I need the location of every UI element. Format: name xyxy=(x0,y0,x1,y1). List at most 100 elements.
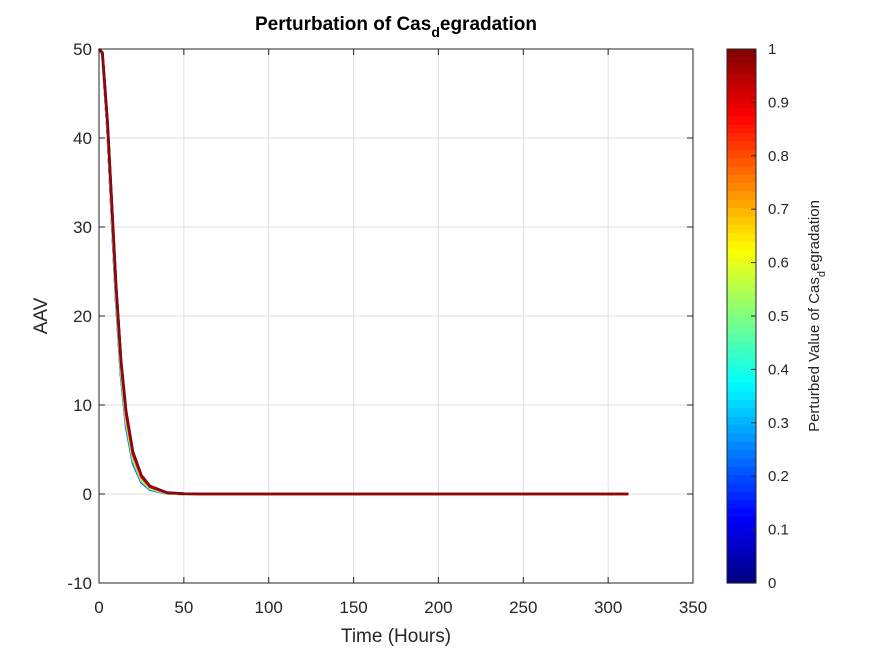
colorbar-band xyxy=(727,74,756,83)
axis-ticks xyxy=(98,48,694,584)
colorbar-band xyxy=(727,290,756,300)
colorbar-tick-label: 0.3 xyxy=(768,415,789,432)
colorbar-band xyxy=(727,491,756,501)
colorbar-band xyxy=(727,441,756,451)
colorbar-band xyxy=(727,307,756,317)
colorbar-tick-label: 0.8 xyxy=(768,148,789,165)
colorbar-band xyxy=(727,557,756,567)
colorbar-band xyxy=(727,516,756,526)
colorbar-band xyxy=(727,549,756,559)
colorbar-tick-label: 0 xyxy=(768,575,776,592)
colorbar-band xyxy=(727,282,756,292)
colorbar-band xyxy=(727,165,756,175)
colorbar-band xyxy=(727,432,756,442)
x-axis-label: Time (Hours) xyxy=(341,626,451,647)
colorbar-band xyxy=(727,382,756,392)
colorbar-band xyxy=(727,507,756,517)
colorbar-band xyxy=(727,399,756,409)
colorbar-band xyxy=(727,190,756,200)
x-tick-labels: 0 50 100 150 200 250 300 350 xyxy=(94,598,707,617)
colorbar-band xyxy=(727,182,756,192)
colorbar-band xyxy=(727,482,756,492)
colorbar-band xyxy=(727,99,756,108)
colorbar-band xyxy=(727,299,756,309)
grid xyxy=(99,49,693,583)
x-tick-label: 0 xyxy=(94,598,103,617)
colorbar-band xyxy=(727,207,756,217)
colorbar-tick-label: 0.7 xyxy=(768,201,789,218)
chart-title-main: Perturbation of Cas xyxy=(255,14,431,35)
x-tick-label: 200 xyxy=(424,598,452,617)
colorbar-band xyxy=(727,466,756,476)
y-tick-labels: -10 0 10 20 30 40 50 xyxy=(67,40,92,593)
series-group xyxy=(97,48,629,496)
y-axis-label: AAV xyxy=(31,297,52,334)
series-outline-line xyxy=(98,48,629,495)
colorbar-band xyxy=(727,274,756,284)
colorbar-band xyxy=(727,149,756,159)
colorbar-band xyxy=(727,316,756,325)
colorbar-label: Perturbed Value of Casdegradation xyxy=(806,200,828,432)
x-tick-label: 50 xyxy=(174,598,193,617)
colorbar xyxy=(727,49,756,584)
x-tick-label: 250 xyxy=(509,598,537,617)
chart-title: Perturbation of Casdegradation xyxy=(255,14,537,40)
colorbar-band xyxy=(727,366,756,375)
colorbar-band xyxy=(727,524,756,534)
colorbar-band xyxy=(727,532,756,542)
colorbar-band xyxy=(727,474,756,484)
colorbar-band xyxy=(727,424,756,434)
y-tick-label: 40 xyxy=(73,129,92,148)
colorbar-tick-label: 0.1 xyxy=(768,522,789,539)
colorbar-band xyxy=(727,49,756,58)
colorbar-band xyxy=(727,457,756,467)
colorbar-band xyxy=(727,374,756,384)
colorbar-band xyxy=(727,107,756,117)
colorbar-band xyxy=(727,324,756,334)
colorbar-band xyxy=(727,332,756,342)
x-tick-label: 150 xyxy=(339,598,367,617)
colorbar-band xyxy=(727,115,756,125)
colorbar-ticks xyxy=(751,48,756,584)
colorbar-band xyxy=(727,132,756,142)
colorbar-band xyxy=(727,124,756,134)
colorbar-band xyxy=(727,249,756,259)
colorbar-tick-label: 0.5 xyxy=(768,308,789,325)
colorbar-label-main: Perturbed Value of Cas xyxy=(806,277,823,432)
colorbar-band xyxy=(727,449,756,459)
y-tick-label: 0 xyxy=(83,485,92,504)
colorbar-band xyxy=(727,174,756,184)
colorbar-band xyxy=(727,341,756,350)
colorbar-tick-label: 0.9 xyxy=(768,94,789,111)
colorbar-band xyxy=(727,349,756,359)
colorbar-band xyxy=(727,566,756,576)
colorbar-tick-label: 0.6 xyxy=(768,255,789,272)
colorbar-band xyxy=(727,499,756,509)
colorbar-band xyxy=(727,257,756,267)
x-tick-label: 100 xyxy=(255,598,283,617)
colorbar-band xyxy=(727,265,756,275)
colorbar-band xyxy=(727,391,756,401)
y-tick-label: 30 xyxy=(73,218,92,237)
colorbar-band xyxy=(727,157,756,167)
chart-title-rest: egradation xyxy=(440,14,537,35)
colorbar-band xyxy=(727,407,756,417)
colorbar-band xyxy=(727,57,756,67)
colorbar-band xyxy=(727,232,756,242)
colorbar-band xyxy=(727,574,756,584)
colorbar-band xyxy=(727,416,756,426)
colorbar-band xyxy=(727,65,756,75)
colorbar-band xyxy=(727,541,756,551)
colorbar-tick-label: 1 xyxy=(768,41,776,58)
chart-title-subscript: d xyxy=(431,24,440,40)
colorbar-label-subscript: d xyxy=(816,271,828,277)
colorbar-band xyxy=(727,90,756,100)
x-tick-label: 350 xyxy=(679,598,707,617)
colorbar-band xyxy=(727,240,756,250)
colorbar-tick-label: 0.4 xyxy=(768,361,789,378)
colorbar-tick-label: 0.2 xyxy=(768,468,789,485)
colorbar-band xyxy=(727,357,756,367)
colorbar-band xyxy=(727,199,756,209)
colorbar-label-rest: egradation xyxy=(806,200,823,271)
